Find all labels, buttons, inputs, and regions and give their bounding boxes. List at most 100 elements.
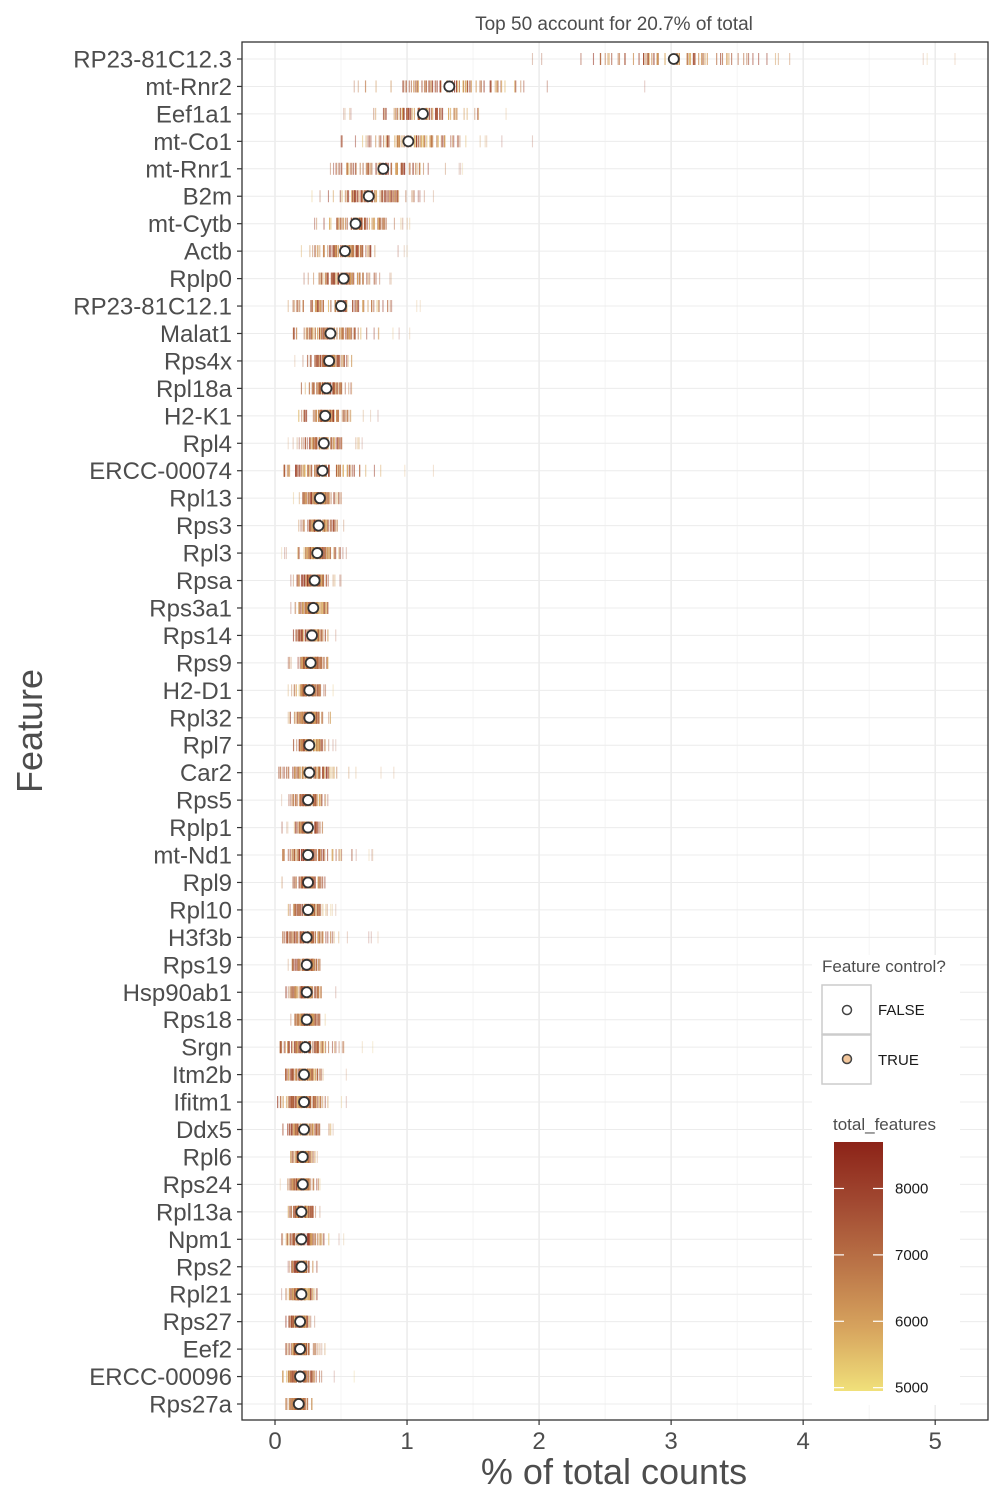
mean-point-Rps3a1 [307,602,320,614]
mean-point-mt-Cytb [349,217,362,230]
mean-point-Rps4x [323,355,336,367]
mean-point-Rps18 [300,1013,313,1026]
y-tick-label: mt-Nd1 [153,843,232,870]
mean-point-Ifitm1 [298,1096,310,1108]
y-tick-label: mt-Rnr1 [145,156,232,183]
y-tick-label: Rplp1 [169,815,232,842]
mean-point-Itm2b [298,1068,310,1081]
mean-point-mt-Co1 [402,135,415,148]
y-tick-label: Rps9 [176,650,232,677]
mean-point-RP23-81C12.1 [335,300,347,312]
mean-point-Eef2 [294,1343,307,1355]
y-tick-label: Rps27 [163,1309,232,1336]
mean-point-B2m [362,190,375,203]
x-axis-label: % of total counts [481,1451,747,1492]
y-tick-label: Rps4x [164,348,232,375]
plot-panel [241,41,989,1421]
mean-point-Rpl13 [313,492,326,505]
y-tick-label: Rpl4 [183,431,232,458]
mean-point-Malat1 [324,327,337,340]
mean-point-RP23-81C12.3 [667,53,680,65]
y-tick-label: Rps3 [176,513,232,540]
mean-point-mt-Rnr2 [443,80,456,93]
mean-point-Rpl6 [296,1151,309,1163]
mean-point-ERCC-00096 [294,1370,307,1383]
colorbar-ticks: 8000 7000 6000 5000 [834,1180,928,1397]
y-tick-label: Hsp90ab1 [123,980,232,1007]
colorbar-tick-label: 6000 [895,1313,928,1330]
feature-ticks-mt-Rnr2 [353,80,646,93]
mean-point-Rps24 [296,1178,309,1191]
mean-point-Rpl9 [302,876,314,889]
legend-shape-title: Feature control? [822,957,946,976]
mean-point-Rpl32 [303,711,316,724]
x-tick-label: 5 [929,1428,942,1455]
y-tick-label: H3f3b [168,925,232,952]
y-tick-label: Rps19 [163,952,232,979]
mean-point-Rpl3 [311,547,324,559]
mean-point-H3f3b [300,931,313,944]
mean-point-Rplp1 [302,821,314,834]
x-axis-tick-labels: 0 1 2 3 4 5 [268,1420,942,1455]
x-tick-label: 0 [268,1428,281,1455]
mean-point-Rps27a [292,1398,305,1410]
y-tick-label: mt-Cytb [148,211,232,238]
legend: Feature control? FALSE TRUE total_featur… [812,955,960,1405]
y-tick-label: Ddx5 [176,1117,232,1144]
y-tick-label: Itm2b [172,1062,232,1089]
legend-label-true: TRUE [878,1052,919,1069]
y-tick-label: B2m [183,184,232,211]
x-tick-label: 3 [664,1428,677,1455]
y-tick-label: Eef1a1 [156,101,232,128]
y-tick-label: Rps27a [149,1392,232,1419]
y-tick-label: Rps2 [176,1254,232,1281]
mean-point-Hsp90ab1 [300,986,313,999]
mean-point-Rpsa [308,574,321,587]
colorbar-tick-label: 7000 [895,1247,928,1264]
mean-point-Rpl4 [317,437,330,450]
feature-ticks-Srgn [279,1041,374,1054]
y-tick-label: Rpl7 [183,733,232,760]
legend-label-false: FALSE [878,1002,925,1019]
feature-ticks-Rplp1 [281,821,324,834]
mean-point-Rpl10 [302,904,314,916]
y-tick-label: Rps14 [163,623,232,650]
x-tick-label: 1 [400,1428,413,1455]
y-tick-label: Rpsa [176,568,233,595]
y-tick-label: Rps24 [163,1172,232,1199]
y-tick-label: Rpl21 [169,1282,232,1309]
y-tick-label: Rpl3 [183,541,232,568]
legend-false-marker [841,1004,853,1016]
mean-point-mt-Rnr1 [377,162,390,175]
y-tick-label: mt-Rnr2 [145,74,232,101]
y-tick-label: Rplp0 [169,266,232,293]
y-axis-tick-labels: RP23-81C12.3mt-Rnr2Eef1a1mt-Co1mt-Rnr1B2… [73,47,242,1419]
y-tick-label: Npm1 [168,1227,232,1254]
feature-ticks-Actb [300,245,408,258]
colorbar [834,1142,883,1391]
mean-point-Npm1 [295,1233,308,1246]
mean-point-ERCC-00074 [316,464,329,477]
mean-point-Rpl18a [320,382,333,395]
colorbar-tick-label: 8000 [895,1180,928,1197]
mean-point-Rpl21 [295,1288,308,1301]
mean-point-Rps19 [300,958,313,971]
y-tick-label: mt-Co1 [153,129,232,156]
mean-point-H2-D1 [303,684,316,697]
mean-point-Rplp0 [337,272,350,285]
mean-point-Srgn [299,1041,312,1054]
y-tick-label: Rpl18a [156,376,233,403]
y-tick-label: Ifitm1 [173,1090,232,1117]
y-tick-label: Car2 [180,760,232,787]
mean-point-Rps3 [312,519,325,532]
legend-true-marker [841,1053,853,1065]
y-tick-label: RP23-81C12.3 [73,47,232,74]
y-tick-label: Rpl9 [183,870,232,897]
y-tick-label: Rpl32 [169,705,232,732]
mean-point-Rps27 [294,1315,307,1328]
y-tick-label: ERCC-00096 [89,1364,232,1391]
grid-horizontal [242,58,988,1405]
mean-point-Rps2 [295,1260,308,1273]
x-tick-label: 4 [796,1428,809,1455]
